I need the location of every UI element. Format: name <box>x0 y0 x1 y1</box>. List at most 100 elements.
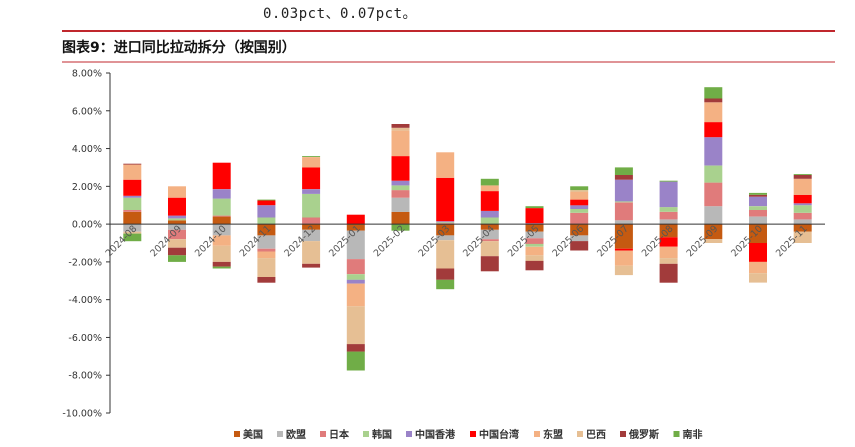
legend-swatch-美国 <box>234 431 240 437</box>
bar-segment-2025-08-巴西 <box>659 258 678 264</box>
bar-segment-2025-07-巴西 <box>614 265 633 276</box>
bar-segment-2024-10-中国台湾 <box>212 162 231 190</box>
legend-swatch-南非 <box>673 431 680 437</box>
y-tick-label: -4.00% <box>68 295 102 306</box>
bar-segment-2025-10-韩国 <box>749 206 767 210</box>
bar-segment-2025-05-东盟 <box>525 246 544 256</box>
y-tick-label: 4.00% <box>72 144 102 155</box>
bar-segment-2025-02-巴西 <box>391 127 410 131</box>
bar-segment-2024-11-东盟 <box>257 251 276 259</box>
bar-segment-2024-09-俄罗斯 <box>168 247 186 256</box>
bar-segment-2025-06-欧盟 <box>570 235 589 242</box>
bar-segment-2025-08-欧盟 <box>659 219 678 225</box>
bar-segment-2024-08-巴西 <box>123 231 142 234</box>
bar-segment-2025-11-韩国 <box>793 205 812 213</box>
legend-swatch-中国香港 <box>406 431 412 437</box>
legend-label-中国香港: 中国香港 <box>415 428 456 441</box>
bar-segment-2025-04-俄罗斯 <box>480 256 499 272</box>
bar-segment-2025-06-东盟 <box>570 192 589 200</box>
bar-segment-2024-10-俄罗斯 <box>212 261 231 267</box>
legend-swatch-俄罗斯 <box>620 431 626 437</box>
bar-segment-2024-08-欧盟 <box>123 224 142 232</box>
bar-segment-2025-05-韩国 <box>525 243 544 247</box>
bar-segment-2025-05-巴西 <box>525 255 544 261</box>
bar-segment-2025-09-韩国 <box>704 165 723 183</box>
bar-segment-2024-12-南非 <box>302 156 321 157</box>
bar-segment-2025-10-东盟 <box>749 261 767 274</box>
bar-segment-2025-02-日本 <box>391 190 410 198</box>
bar-segment-2025-11-巴西 <box>793 231 812 243</box>
bar-segment-2024-10-南非 <box>212 266 231 269</box>
bar-segment-2025-07-日本 <box>614 202 633 221</box>
legend-label-东盟: 东盟 <box>543 428 563 441</box>
bar-segment-2025-09-欧盟 <box>704 206 723 225</box>
bar-segment-2024-12-日本 <box>302 217 321 225</box>
bar-segment-2025-03-俄罗斯 <box>436 268 455 280</box>
bar-segment-2025-04-欧盟 <box>480 229 499 240</box>
bar-segment-2025-09-俄罗斯 <box>704 98 723 103</box>
bar-segment-2024-11-中国台湾 <box>257 200 276 206</box>
bar-segment-2025-03-美国 <box>436 224 455 236</box>
bar-segment-2024-11-美国 <box>257 224 276 236</box>
y-tick-label: 2.00% <box>72 182 102 193</box>
bar-segment-2025-07-美国 <box>614 224 633 249</box>
legend-label-南非: 南非 <box>683 428 703 441</box>
bar-segment-2025-08-中国香港 <box>659 181 678 208</box>
bar-segment-2024-09-东盟 <box>168 186 186 198</box>
bar-segment-2025-10-俄罗斯 <box>749 194 767 197</box>
legend-swatch-巴西 <box>577 431 583 437</box>
bar-segment-2025-06-中国台湾 <box>570 199 589 206</box>
bar-segment-2024-10-中国香港 <box>212 189 231 199</box>
bar-segment-2025-07-东盟 <box>614 250 633 266</box>
bar-segment-2025-10-欧盟 <box>749 216 767 225</box>
bar-segment-2024-08-东盟 <box>123 164 142 180</box>
bar-segment-2025-07-中国台湾 <box>614 248 633 251</box>
legend-swatch-东盟 <box>534 431 540 437</box>
bar-segment-2024-12-俄罗斯 <box>302 263 321 268</box>
bar-segment-2024-11-中国香港 <box>257 205 276 218</box>
bar-segment-2025-04-东盟 <box>480 185 499 192</box>
bar-segment-2025-04-中国台湾 <box>480 191 499 211</box>
bar-segment-2025-06-中国香港 <box>570 205 589 209</box>
bar-segment-2024-11-俄罗斯 <box>257 277 276 283</box>
bar-segment-2024-09-中国香港 <box>168 215 186 219</box>
bar-segment-2025-09-日本 <box>704 182 723 207</box>
bar-segment-2024-11-韩国 <box>257 217 276 225</box>
legend-label-巴西: 巴西 <box>586 429 606 441</box>
bar-segment-2025-07-欧盟 <box>614 220 633 225</box>
bar-segment-2025-07-南非 <box>614 167 633 175</box>
bar-segment-2025-01-美国 <box>346 224 365 231</box>
y-tick-label: 6.00% <box>72 106 102 117</box>
y-tick-label: -8.00% <box>68 371 102 382</box>
bar-segment-2025-08-南非 <box>659 180 678 182</box>
bar-segment-2025-02-欧盟 <box>391 197 410 212</box>
bar-segment-2025-04-韩国 <box>480 217 499 225</box>
bar-segment-2025-07-俄罗斯 <box>614 175 633 180</box>
bar-segment-2024-08-中国香港 <box>123 195 142 198</box>
bar-segment-2025-06-韩国 <box>570 209 589 213</box>
y-tick-label: -2.00% <box>68 257 102 268</box>
bar-segment-2025-08-美国 <box>659 224 678 238</box>
bar-segment-2025-06-日本 <box>570 212 589 225</box>
bar-segment-2024-10-欧盟 <box>212 224 231 236</box>
bar-segment-2025-11-美国 <box>793 224 812 232</box>
bar-segment-2025-11-日本 <box>793 212 812 220</box>
bar-segment-2025-02-中国香港 <box>391 180 410 186</box>
bar-segment-2024-10-韩国 <box>212 198 231 216</box>
bar-segment-2025-01-巴西 <box>346 306 365 345</box>
bar-segment-2025-06-巴西 <box>570 190 589 192</box>
legend-swatch-韩国 <box>363 431 369 437</box>
bar-segment-2024-08-日本 <box>123 209 142 212</box>
legend-swatch-日本 <box>320 431 326 437</box>
bar-segment-2024-11-欧盟 <box>257 235 276 249</box>
bar-segment-2024-12-中国台湾 <box>302 167 321 190</box>
bar-segment-2025-09-中国香港 <box>704 137 723 166</box>
bar-segment-2025-04-巴西 <box>480 241 499 257</box>
bar-segment-2025-09-美国 <box>704 224 723 240</box>
bar-segment-2025-06-美国 <box>570 224 589 236</box>
bar-segment-2025-11-南非 <box>793 174 812 175</box>
bar-segment-2024-11-巴西 <box>257 258 276 277</box>
bar-segment-2025-01-俄罗斯 <box>346 344 365 352</box>
bar-segment-2024-12-欧盟 <box>302 229 321 242</box>
bar-segment-2025-09-巴西 <box>704 239 723 243</box>
